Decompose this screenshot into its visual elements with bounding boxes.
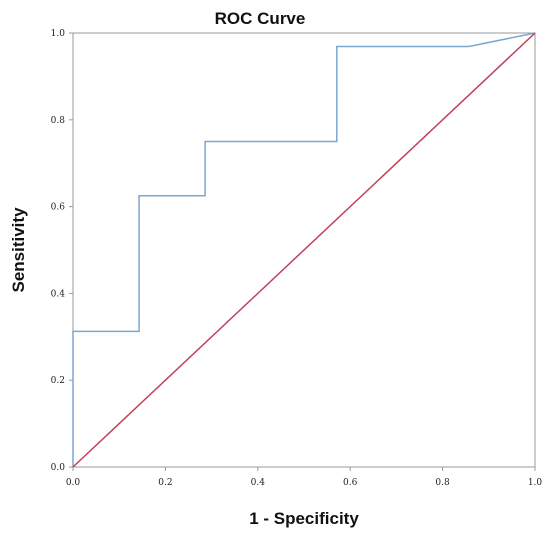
- x-tick-label: 0.4: [251, 478, 266, 488]
- x-tick-label: 1.0: [528, 478, 543, 488]
- plot-frame: [72, 32, 536, 468]
- x-tick-label: 0.2: [158, 478, 172, 488]
- y-tick-label: 0.6: [51, 203, 66, 213]
- roc-curve-line: [72, 32, 536, 467]
- series-group: [72, 32, 536, 468]
- y-tick-label: 0.2: [51, 376, 65, 386]
- y-tick-label: 0.8: [51, 116, 66, 126]
- x-tick-label: 0.6: [343, 478, 358, 488]
- y-tick-label: 0.4: [51, 289, 66, 299]
- x-tick-label: 0.0: [66, 478, 81, 488]
- y-axis: 0.0 0.2 0.4 0.6 0.8 1.0: [51, 29, 73, 473]
- x-tick-label: 0.8: [435, 478, 450, 488]
- x-axis: 0.0 0.2 0.4 0.6 0.8 1.0: [66, 467, 543, 488]
- reference-diagonal-line: [72, 32, 536, 468]
- x-axis-label: 1 - Specificity: [249, 509, 359, 528]
- y-axis-label: Sensitivity: [9, 207, 28, 293]
- y-tick-label: 1.0: [51, 29, 66, 39]
- y-tick-label: 0.0: [51, 463, 66, 473]
- chart-title: ROC Curve: [215, 9, 306, 28]
